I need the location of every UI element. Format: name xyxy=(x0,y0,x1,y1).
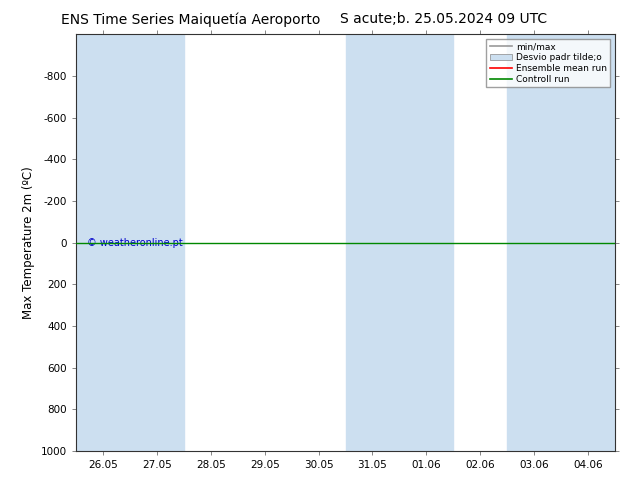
Text: S acute;b. 25.05.2024 09 UTC: S acute;b. 25.05.2024 09 UTC xyxy=(340,12,547,26)
Bar xyxy=(507,34,634,451)
Text: ENS Time Series Maiquetía Aeroporto: ENS Time Series Maiquetía Aeroporto xyxy=(60,12,320,27)
Text: © weatheronline.pt: © weatheronline.pt xyxy=(87,238,183,247)
Legend: min/max, Desvio padr tilde;o, Ensemble mean run, Controll run: min/max, Desvio padr tilde;o, Ensemble m… xyxy=(486,39,611,87)
Bar xyxy=(76,34,184,451)
Bar xyxy=(346,34,453,451)
Y-axis label: Max Temperature 2m (ºC): Max Temperature 2m (ºC) xyxy=(22,166,36,319)
